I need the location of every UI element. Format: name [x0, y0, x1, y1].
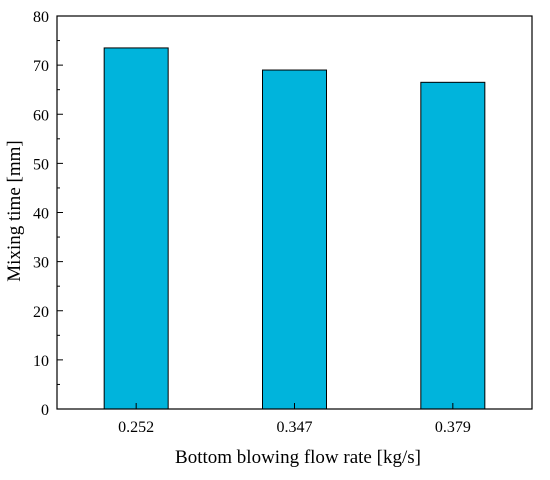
- bar-0.379: [420, 81, 486, 410]
- x-tick-label-0.379: 0.379: [435, 419, 471, 436]
- axes-layer: 0 10 20 30 40 50 60 70 80 0.252 0.347 0.379: [33, 9, 533, 436]
- labels-layer: Bottom blowing flow rate [kg/s] Mixing t…: [4, 140, 421, 468]
- x-tick-label-0.252: 0.252: [118, 419, 154, 436]
- y-tick-label-20: 20: [33, 304, 49, 321]
- bar-0.252: [103, 47, 169, 410]
- y-tick-label-70: 70: [33, 58, 49, 75]
- y-tick-label-0: 0: [41, 402, 49, 419]
- y-tick-label-40: 40: [33, 206, 49, 223]
- y-tick-label-50: 50: [33, 156, 49, 173]
- y-tick-label-10: 10: [33, 353, 49, 370]
- x-axis-title: Bottom blowing flow rate [kg/s]: [175, 447, 421, 468]
- x-tick-label-0.347: 0.347: [277, 419, 313, 436]
- y-tick-label-80: 80: [33, 9, 49, 26]
- y-tick-label-60: 60: [33, 107, 49, 124]
- y-axis-title: Mixing time [mm]: [4, 140, 25, 281]
- bars-layer: [103, 47, 486, 410]
- y-tick-label-30: 30: [33, 255, 49, 272]
- bar-0.347: [262, 69, 327, 410]
